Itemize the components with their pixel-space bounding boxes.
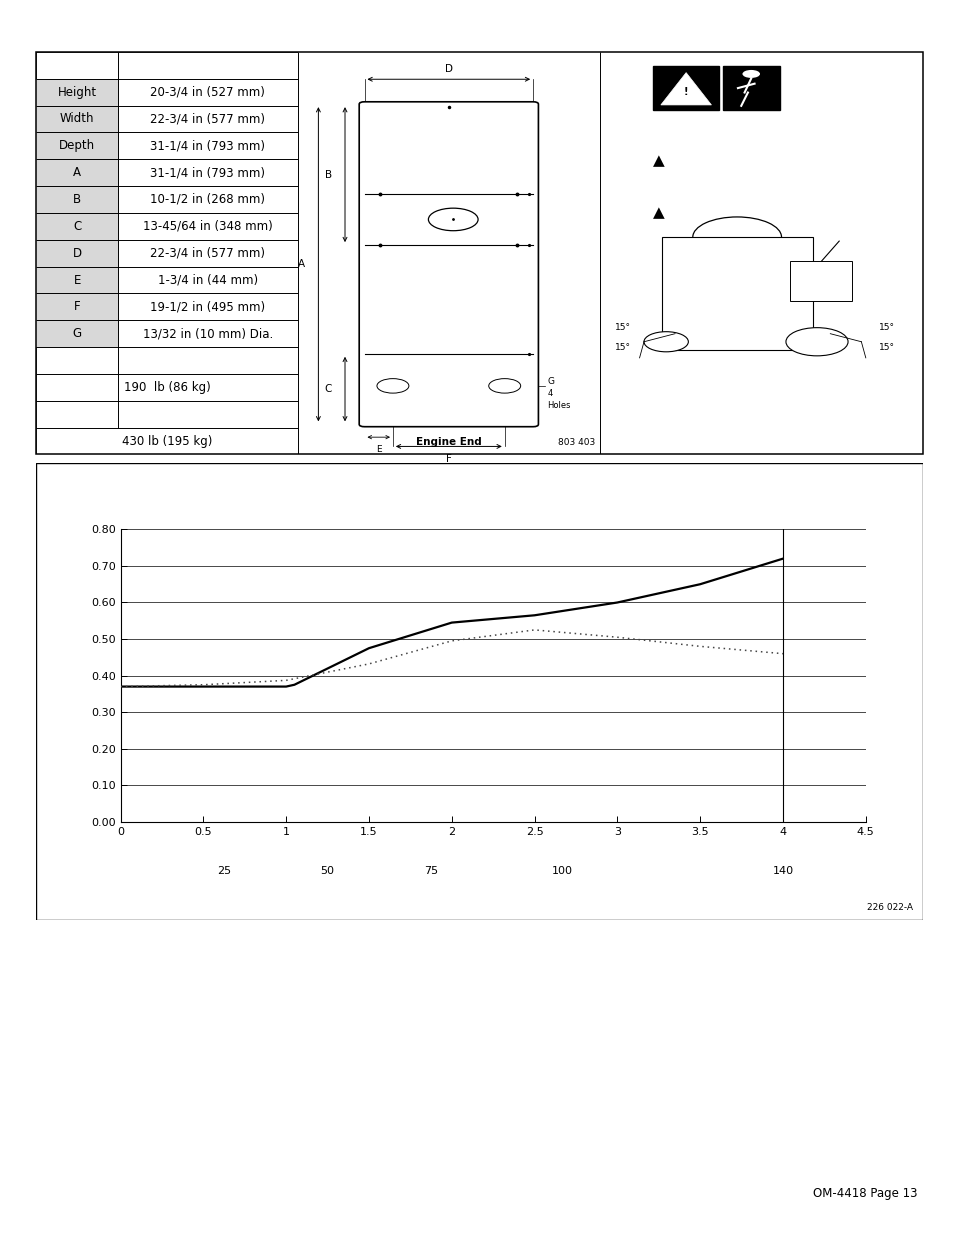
Text: 15°: 15°	[614, 324, 630, 332]
Bar	[36, 105, 118, 132]
Text: 31-1/4 in (793 mm): 31-1/4 in (793 mm)	[151, 167, 265, 179]
Text: D: D	[444, 64, 453, 74]
Text: 13/32 in (10 mm) Dia.: 13/32 in (10 mm) Dia.	[143, 327, 273, 340]
Text: B: B	[73, 193, 81, 206]
Text: Engine End: Engine End	[416, 437, 481, 447]
Polygon shape	[660, 73, 711, 105]
Bar	[36, 186, 118, 212]
FancyBboxPatch shape	[359, 101, 537, 427]
Text: ▲: ▲	[652, 205, 664, 220]
Text: 10-1/2 in (268 mm): 10-1/2 in (268 mm)	[151, 193, 265, 206]
Text: Height: Height	[57, 85, 96, 99]
Text: 22-3/4 in (577 mm): 22-3/4 in (577 mm)	[151, 112, 265, 126]
Text: 22-3/4 in (577 mm): 22-3/4 in (577 mm)	[151, 247, 265, 259]
Text: D: D	[72, 247, 82, 259]
Text: 226 022-A: 226 022-A	[866, 903, 912, 911]
Bar	[36, 159, 118, 186]
Text: F: F	[445, 453, 452, 463]
Text: 20-3/4 in (527 mm): 20-3/4 in (527 mm)	[151, 85, 265, 99]
Text: 1-3/4 in (44 mm): 1-3/4 in (44 mm)	[157, 273, 257, 287]
Bar	[789, 262, 852, 301]
Bar	[36, 240, 118, 267]
Text: Width: Width	[60, 112, 94, 126]
Text: C: C	[324, 384, 332, 394]
Text: ▲: ▲	[652, 153, 664, 168]
Text: A: A	[73, 167, 81, 179]
Text: 13-45/64 in (348 mm): 13-45/64 in (348 mm)	[143, 220, 273, 233]
Text: Holes: Holes	[547, 400, 570, 410]
Text: OM-4418 Page 13: OM-4418 Page 13	[812, 1187, 917, 1200]
Bar	[36, 212, 118, 240]
Circle shape	[785, 327, 847, 356]
Text: 430 lb (195 kg): 430 lb (195 kg)	[122, 435, 213, 447]
Text: 190  lb (86 kg): 190 lb (86 kg)	[124, 380, 211, 394]
Text: Depth: Depth	[59, 140, 95, 152]
Text: A: A	[297, 259, 305, 269]
Text: 19-1/2 in (495 mm): 19-1/2 in (495 mm)	[151, 300, 265, 314]
Bar	[36, 294, 118, 320]
Text: 803 403: 803 403	[558, 438, 595, 447]
Text: 15°: 15°	[878, 324, 894, 332]
Text: F: F	[73, 300, 80, 314]
Bar	[652, 65, 719, 110]
Bar	[36, 267, 118, 294]
Bar	[722, 65, 779, 110]
Bar	[661, 237, 812, 350]
Text: 4: 4	[547, 389, 552, 399]
Text: B: B	[324, 169, 332, 179]
Circle shape	[741, 70, 760, 78]
Text: 15°: 15°	[878, 343, 894, 352]
Text: G: G	[547, 377, 554, 385]
Text: C: C	[72, 220, 81, 233]
Bar	[36, 320, 118, 347]
Text: 15°: 15°	[614, 343, 630, 352]
Text: E: E	[375, 446, 381, 454]
Circle shape	[643, 332, 688, 352]
Text: E: E	[73, 273, 81, 287]
Text: G: G	[72, 327, 82, 340]
Bar	[36, 132, 118, 159]
Bar	[36, 79, 118, 105]
Text: 31-1/4 in (793 mm): 31-1/4 in (793 mm)	[151, 140, 265, 152]
Text: !: !	[683, 86, 688, 96]
